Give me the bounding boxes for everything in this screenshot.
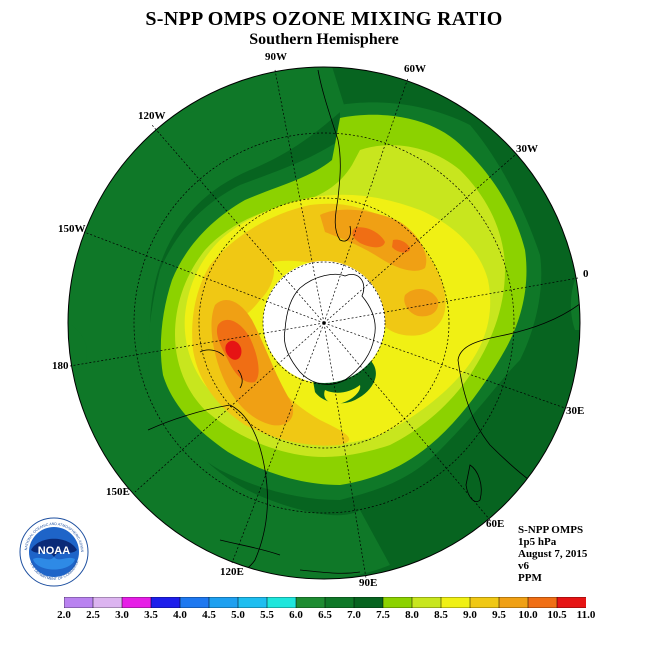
colorbar-segment xyxy=(498,597,529,608)
colorbar-tick-label: 3.0 xyxy=(115,609,129,621)
ozone-field-10-0-c xyxy=(392,239,410,253)
noaa-logo-text: NOAA xyxy=(38,545,70,557)
colorbar-segment xyxy=(440,597,471,608)
ozone-field-patch-2 xyxy=(68,320,87,378)
colorbar-segment xyxy=(64,597,94,608)
colorbar-tick-label: 6.5 xyxy=(318,609,332,621)
colorbar-tick-label: 8.5 xyxy=(434,609,448,621)
ozone-field-outer-band xyxy=(68,67,390,579)
coastline-africa xyxy=(457,299,580,501)
colorbar-segment xyxy=(411,597,442,608)
colorbar-tick-label: 7.0 xyxy=(347,609,361,621)
colorbar-tick-label: 10.5 xyxy=(547,609,567,621)
colorbar-segment xyxy=(556,597,586,608)
colorbar-tick-label: 9.0 xyxy=(463,609,477,621)
colorbar-segment xyxy=(179,597,210,608)
ozone-field-10-0-b xyxy=(352,227,385,248)
longitude-label-120e: 120E xyxy=(220,566,244,578)
colorbar-segment xyxy=(382,597,413,608)
colorbar-segment xyxy=(237,597,268,608)
map-subtitle: Southern Hemisphere xyxy=(249,31,399,48)
ozone-field-yellow-ring xyxy=(324,385,361,404)
colorbar-tick-label: 2.0 xyxy=(57,609,71,621)
coastline-madagascar xyxy=(465,464,482,502)
colorbar-tick-label: 4.5 xyxy=(202,609,216,621)
map-title: S-NPP OMPS OZONE MIXING RATIO xyxy=(145,8,503,30)
units-label: PPM xyxy=(518,572,542,584)
longitude-label-30e: 30E xyxy=(566,405,585,417)
longitude-label-150e: 150E xyxy=(106,486,130,498)
longitude-label-150w: 150W xyxy=(58,223,86,235)
ozone-field-10-5 xyxy=(225,340,242,360)
colorbar-tick-label: 11.0 xyxy=(576,609,596,621)
coastline-indonesia xyxy=(219,539,361,574)
pole-marker xyxy=(322,321,326,325)
noaa-logo: NOAA NATIONAL OCEANIC AND ATMOSPHERIC AD… xyxy=(19,517,89,587)
ozone-field-patch-3 xyxy=(165,82,197,114)
colorbar-tick-label: 6.0 xyxy=(289,609,303,621)
colorbar-segment xyxy=(353,597,384,608)
colorbar xyxy=(64,597,586,608)
colorbar-tick-label: 5.5 xyxy=(260,609,274,621)
colorbar-segment xyxy=(208,597,239,608)
pressure-level-label: 1p5 hPa xyxy=(518,536,557,548)
graticule xyxy=(69,69,579,579)
instrument-label: S-NPP OMPS xyxy=(518,524,584,536)
version-label: v6 xyxy=(518,560,529,572)
longitude-label-90e: 90E xyxy=(359,577,378,589)
date-label: August 7, 2015 xyxy=(518,548,588,560)
coastline-antarctica xyxy=(283,273,376,385)
colorbar-tick-label: 7.5 xyxy=(376,609,390,621)
colorbar-segment xyxy=(469,597,500,608)
colorbar-tick-label: 3.5 xyxy=(144,609,158,621)
longitude-label-60w: 60W xyxy=(404,63,426,75)
longitude-label-30w: 30W xyxy=(516,143,538,155)
colorbar-tick-label: 5.0 xyxy=(231,609,245,621)
colorbar-segment xyxy=(324,597,355,608)
colorbar-segment xyxy=(121,597,152,608)
longitude-label-90w: 90W xyxy=(265,51,287,63)
longitude-label-60e: 60E xyxy=(486,518,505,530)
colorbar-tick-label: 9.5 xyxy=(492,609,506,621)
longitude-label-180: 180 xyxy=(52,360,69,372)
colorbar-segment xyxy=(527,597,558,608)
coastline-south-america xyxy=(317,69,351,242)
colorbar-segment xyxy=(150,597,181,608)
colorbar-segment xyxy=(92,597,123,608)
colorbar-tick-label: 10.0 xyxy=(518,609,538,621)
longitude-label-120w: 120W xyxy=(138,110,166,122)
longitude-label-0: 0 xyxy=(583,268,589,280)
colorbar-tick-label: 4.0 xyxy=(173,609,187,621)
map-boundary xyxy=(67,66,581,580)
map-info-block: S-NPP OMPS 1p5 hPa August 7, 2015 v6 PPM xyxy=(518,524,587,584)
colorbar-segment xyxy=(295,597,326,608)
colorbar-tick-label: 8.0 xyxy=(405,609,419,621)
ozone-field-9-5-c xyxy=(404,288,439,317)
colorbar-tick-label: 2.5 xyxy=(86,609,100,621)
colorbar-segment xyxy=(266,597,297,608)
